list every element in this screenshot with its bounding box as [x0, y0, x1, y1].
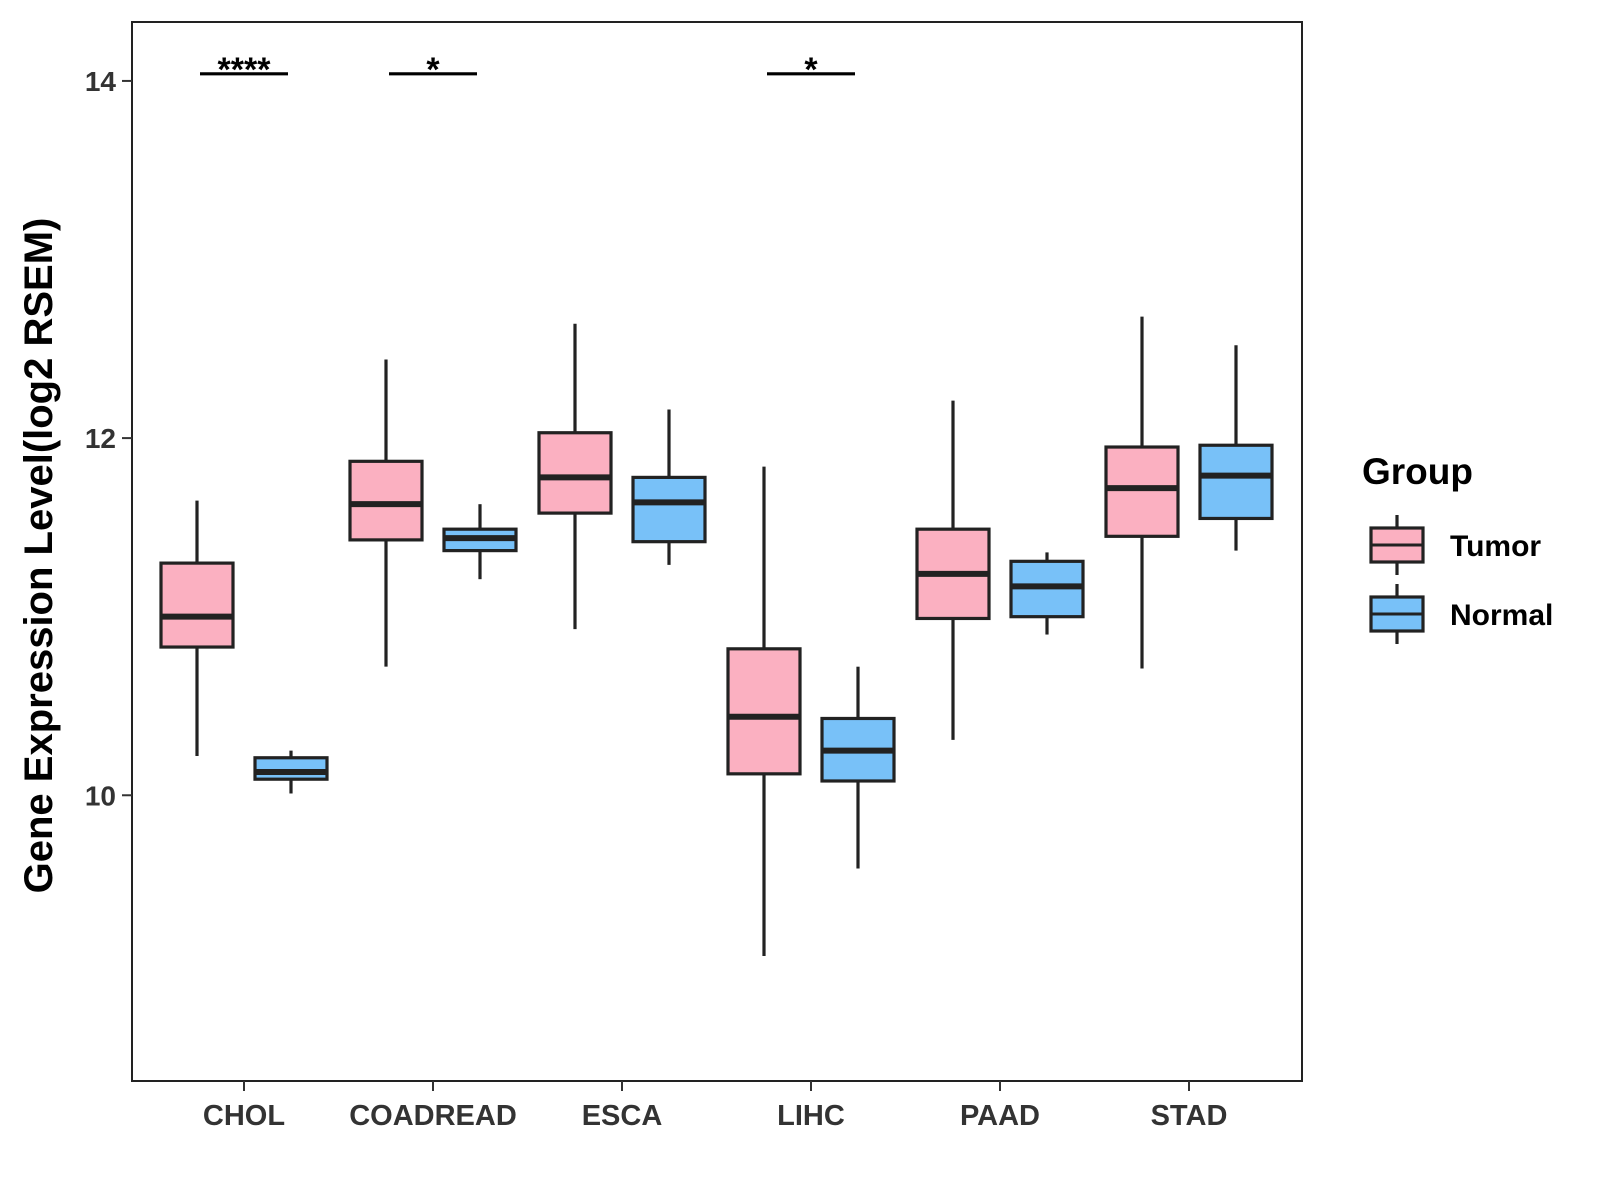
box-tumor-coadread [348, 359, 424, 667]
significance-label: * [426, 51, 440, 89]
box-normal-esca [631, 409, 707, 565]
significance-lihc: * [767, 51, 855, 89]
box-body [1198, 443, 1274, 521]
legend-entry-tumor: Tumor [1369, 515, 1541, 575]
x-tick-label: CHOL [203, 1100, 285, 1132]
box-normal-lihc [820, 666, 896, 869]
box-tumor-stad [1104, 316, 1180, 669]
legend-label: Normal [1450, 599, 1553, 632]
legend: Group Tumor Normal [1362, 451, 1553, 644]
box-tumor-chol [159, 500, 235, 756]
significance-chol: **** [200, 51, 288, 89]
box-tumor-paad [915, 400, 991, 740]
y-axis-title: Gene Expression Level(log2 RSEM) [17, 218, 61, 894]
x-tick-label: ESCA [582, 1100, 663, 1132]
legend-label: Tumor [1450, 530, 1541, 563]
box-body [1104, 445, 1180, 538]
box-normal-paad [1009, 552, 1085, 635]
axes: 10 12 14 CHOL COADREAD ESCA LIHC PAAD STAD [85, 66, 1228, 1132]
box-normal-stad [1198, 345, 1274, 551]
plot-panel-border [131, 21, 1303, 1082]
legend-title: Group [1362, 451, 1473, 492]
box-tumor-esca [537, 323, 613, 630]
box-body [253, 756, 329, 781]
y-tick-label: 10 [85, 780, 116, 811]
box-normal-chol [253, 750, 329, 794]
legend-entry-normal: Normal [1369, 584, 1553, 644]
plot-area: **** * * [131, 21, 1303, 1082]
significance-label: **** [218, 51, 272, 89]
box-body [726, 647, 802, 776]
box-tumor-lihc [726, 466, 802, 956]
y-tick-label: 14 [85, 66, 117, 97]
significance-coadread: * [389, 51, 477, 89]
x-tick-label: STAD [1151, 1100, 1228, 1132]
box-body [159, 561, 235, 649]
box-normal-coadread [442, 504, 518, 580]
box-body [348, 459, 424, 542]
box-body [631, 475, 707, 544]
x-tick-label: COADREAD [349, 1100, 517, 1132]
x-tick-label: PAAD [960, 1100, 1040, 1132]
significance-label: * [804, 51, 818, 89]
x-tick-label: LIHC [777, 1100, 845, 1132]
box-body [537, 431, 613, 515]
y-tick-label: 12 [85, 423, 116, 454]
